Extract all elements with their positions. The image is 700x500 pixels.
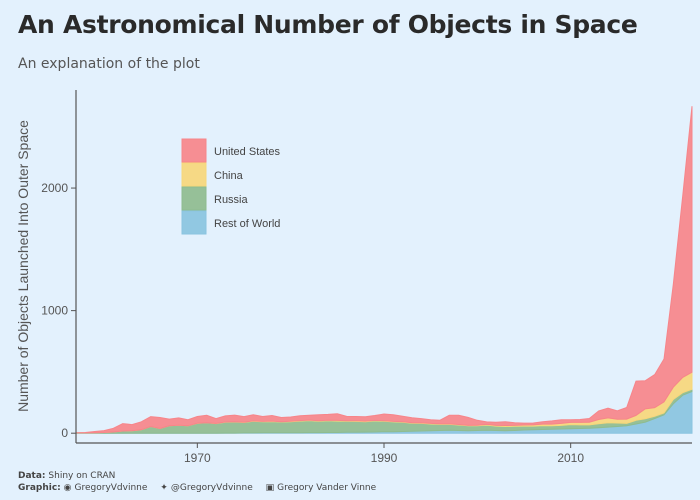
- legend-label-united-states[interactable]: United States: [214, 146, 281, 158]
- y-axis-label: Number of Objects Launched Into Outer Sp…: [15, 120, 31, 412]
- y-tick-label: 1000: [41, 304, 68, 318]
- github-handle[interactable]: GregoryVdvinne: [74, 483, 148, 493]
- x-tick-label: 1990: [371, 451, 398, 465]
- legend-label-russia[interactable]: Russia: [214, 194, 249, 206]
- area-layer: [75, 106, 693, 434]
- chart-title: An Astronomical Number of Objects in Spa…: [18, 10, 638, 39]
- chart-subtitle: An explanation of the plot: [18, 56, 200, 72]
- legend-swatch-russia[interactable]: [181, 186, 207, 211]
- y-tick-label: 0: [61, 426, 68, 440]
- legend-swatch-united-states[interactable]: [181, 138, 207, 163]
- caption-graphic-line: Graphic: ◉ GregoryVdvinne ✦ @GregoryVdvinn…: [18, 483, 386, 493]
- twitter-handle[interactable]: @GregoryVdvinne: [170, 483, 253, 493]
- github-icon: ◉: [63, 483, 72, 493]
- legend-swatch-china[interactable]: [181, 162, 207, 187]
- y-ticks: 0 1000 2000: [41, 181, 76, 440]
- caption-graphic-label: Graphic:: [18, 483, 61, 493]
- area-united-states: [75, 106, 693, 434]
- twitter-icon: ✦: [160, 483, 168, 493]
- y-tick-label: 2000: [41, 181, 68, 195]
- legend-label-rest-of-world[interactable]: Rest of World: [214, 218, 280, 230]
- x-tick-label: 2010: [557, 451, 584, 465]
- legend: United States China Russia Rest of World: [181, 138, 281, 235]
- x-ticks: 1970 1990 2010: [184, 443, 584, 465]
- linkedin-name[interactable]: Gregory Vander Vinne: [277, 483, 377, 493]
- linkedin-icon: ▣: [265, 483, 275, 493]
- caption-data-label: Data:: [18, 471, 46, 481]
- caption-data-line: Data: Shiny on CRAN: [18, 471, 115, 481]
- legend-label-china[interactable]: China: [214, 170, 244, 182]
- legend-swatch-rest-of-world[interactable]: [181, 210, 207, 235]
- caption-data-value: Shiny on CRAN: [48, 471, 116, 481]
- x-tick-label: 1970: [184, 451, 211, 465]
